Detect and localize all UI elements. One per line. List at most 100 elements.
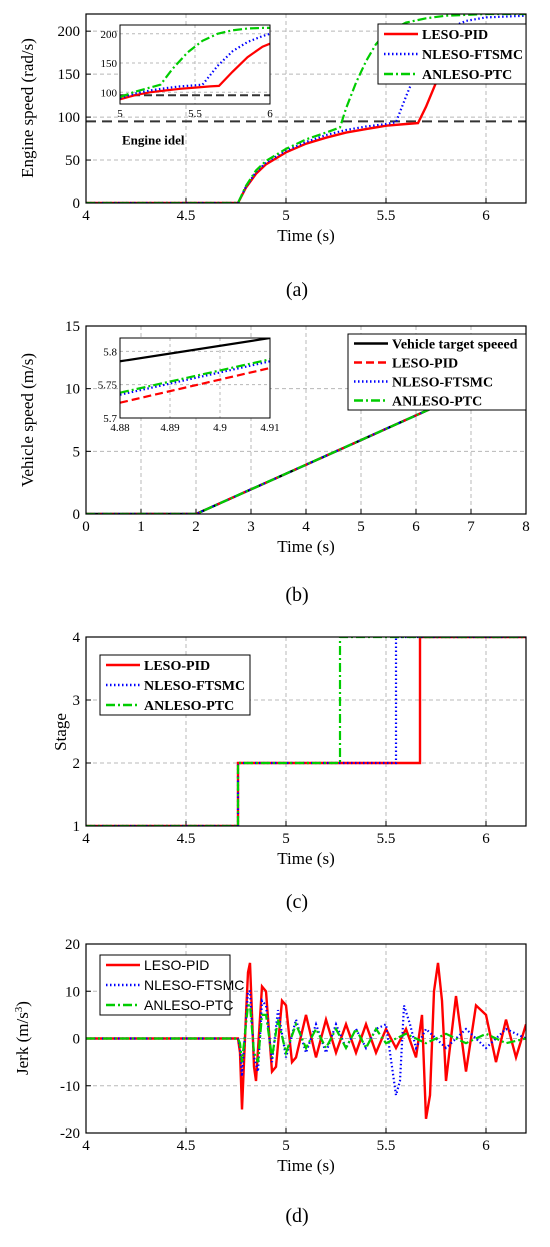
x-tick-label: 5	[282, 1138, 290, 1154]
legend-label: NLESO-FTSMC	[144, 977, 244, 993]
y-axis-label: Jerk (m/s3)	[13, 1001, 32, 1075]
x-tick-label: 8	[522, 519, 530, 535]
legend-box	[347, 333, 527, 411]
legend-label: NLESO-FTSMC	[422, 48, 523, 63]
panel-c: 4 4.5 5 5.5 6 1 2 3 4 LESO-PID NLESO-FTSMC ANLESO-P…	[51, 630, 527, 913]
x-tick-label: 6	[482, 831, 490, 847]
x-tick-label: 5	[282, 831, 290, 847]
inset-x-tick-label: 4.9	[213, 422, 227, 434]
inset-series-line	[120, 366, 270, 404]
series-line-anleso-ptc	[86, 14, 526, 203]
inset-y-tick-label: 150	[101, 58, 118, 70]
y-tick-label: 1	[73, 819, 81, 835]
x-tick-label: 4.5	[177, 1138, 196, 1154]
y-tick-label: 100	[58, 110, 81, 126]
y-tick-label: 10	[65, 382, 80, 398]
inset-x-tick-label: 6	[267, 108, 273, 120]
inset-x-tick-label: 4.88	[110, 422, 130, 434]
x-axis-label: Time (s)	[277, 1156, 334, 1175]
inset-x-tick-label: 4.89	[160, 422, 180, 434]
x-tick-label: 7	[467, 519, 475, 535]
x-axis-label: Time (s)	[277, 226, 334, 245]
panel-a: 4 4.5 5 5.5 6 0 50 100 150 200 Engine idel 5 5.5 6 100…	[18, 13, 527, 301]
x-tick-label: 2	[192, 519, 200, 535]
y-tick-label: 200	[58, 24, 81, 40]
legend-label: Vehicle target speeed	[392, 338, 518, 353]
legend-label: ANLESO-PTC	[392, 395, 482, 410]
x-tick-label: 6	[482, 1138, 490, 1154]
inset-y-tick-label: 5.75	[98, 380, 118, 392]
y-axis-label: Engine speed (rad/s)	[18, 38, 37, 178]
axes-frame	[85, 13, 527, 204]
legend-label: ANLESO-PTC	[144, 997, 233, 1013]
y-tick-label: 20	[65, 937, 80, 953]
x-tick-label: 0	[82, 519, 90, 535]
legend: LESO-PID NLESO-FTSMC ANLESO-PTC	[377, 23, 527, 85]
y-tick-label: 15	[65, 319, 80, 335]
legend: Vehicle target speeed LESO-PID NLESO-FTSMC…	[347, 333, 527, 411]
series-group	[86, 637, 526, 826]
x-tick-label: 6	[482, 208, 490, 224]
axes-frame	[85, 325, 527, 515]
legend: LESO-PID NLESO-FTSMC ANLESO-PTC	[99, 954, 244, 1016]
x-tick-label: 6	[412, 519, 420, 535]
x-tick-label: 5.5	[377, 831, 396, 847]
x-tick-label: 5.5	[377, 208, 396, 224]
panel-caption: (b)	[285, 584, 308, 606]
x-tick-label: 4	[82, 1138, 90, 1154]
inset-series-line	[120, 338, 270, 363]
y-axis-label-superscript: 3	[13, 1006, 25, 1012]
legend-label: LESO-PID	[144, 957, 209, 973]
y-tick-label: 0	[73, 1032, 81, 1048]
y-tick-label: 10	[65, 984, 80, 1000]
inset: 4.88 4.89 4.9 4.91 5.7 5.75 5.8	[98, 337, 280, 434]
x-tick-label: 4	[302, 519, 310, 535]
panel-caption: (d)	[285, 1205, 308, 1227]
x-tick-label: 4	[82, 831, 90, 847]
y-tick-label: 3	[73, 693, 81, 709]
inset-frame	[119, 337, 271, 419]
series-line-nleso-ftsmc	[86, 990, 526, 1096]
y-tick-label: -20	[60, 1126, 80, 1142]
legend-label: ANLESO-PTC	[144, 699, 234, 714]
y-tick-label: 4	[73, 630, 81, 646]
x-axis-label: Time (s)	[277, 537, 334, 556]
y-tick-label: 150	[58, 67, 81, 83]
panel-caption: (a)	[286, 279, 308, 301]
inset-series-line	[120, 26, 270, 99]
inset-series-line	[120, 32, 270, 100]
annotation-text: Engine idel	[122, 133, 185, 148]
y-tick-label: 0	[73, 507, 81, 523]
y-tick-label: 50	[65, 153, 80, 169]
y-tick-label: 0	[73, 196, 81, 212]
series-line-anleso-ptc	[86, 1004, 526, 1063]
inset-series-line	[120, 358, 270, 394]
axes-frame	[85, 943, 527, 1134]
inset-series-line	[120, 360, 270, 396]
x-axis-label: Time (s)	[277, 849, 334, 868]
inset-x-tick-label: 5	[117, 108, 123, 120]
legend-label: LESO-PID	[422, 28, 488, 43]
x-tick-label: 5.5	[377, 1138, 396, 1154]
series-group	[86, 365, 526, 514]
x-tick-label: 4.5	[177, 831, 196, 847]
inset-y-tick-label: 5.7	[103, 413, 117, 425]
x-tick-label: 4.5	[177, 208, 196, 224]
inset-series-group	[120, 338, 270, 404]
inset-x-tick-label: 4.91	[260, 422, 279, 434]
axes-frame	[85, 636, 527, 827]
x-tick-label: 5	[357, 519, 365, 535]
panel-d: 4 4.5 5 5.5 6 -20 -10 0 10 20 LESO-PID NLESO-FTSMC A…	[13, 937, 527, 1227]
inset-y-tick-label: 200	[101, 29, 118, 41]
legend-label: ANLESO-PTC	[422, 68, 512, 83]
panel-caption: (c)	[286, 891, 308, 913]
x-tick-label: 3	[247, 519, 255, 535]
inset-y-tick-label: 5.8	[103, 346, 117, 358]
inset-frame	[119, 24, 271, 105]
y-axis-label: Stage	[51, 713, 70, 751]
series-group	[86, 962, 526, 1120]
y-tick-label: 5	[73, 444, 81, 460]
x-tick-label: 4	[82, 208, 90, 224]
legend: LESO-PID NLESO-FTSMC ANLESO-PTC	[99, 654, 251, 716]
